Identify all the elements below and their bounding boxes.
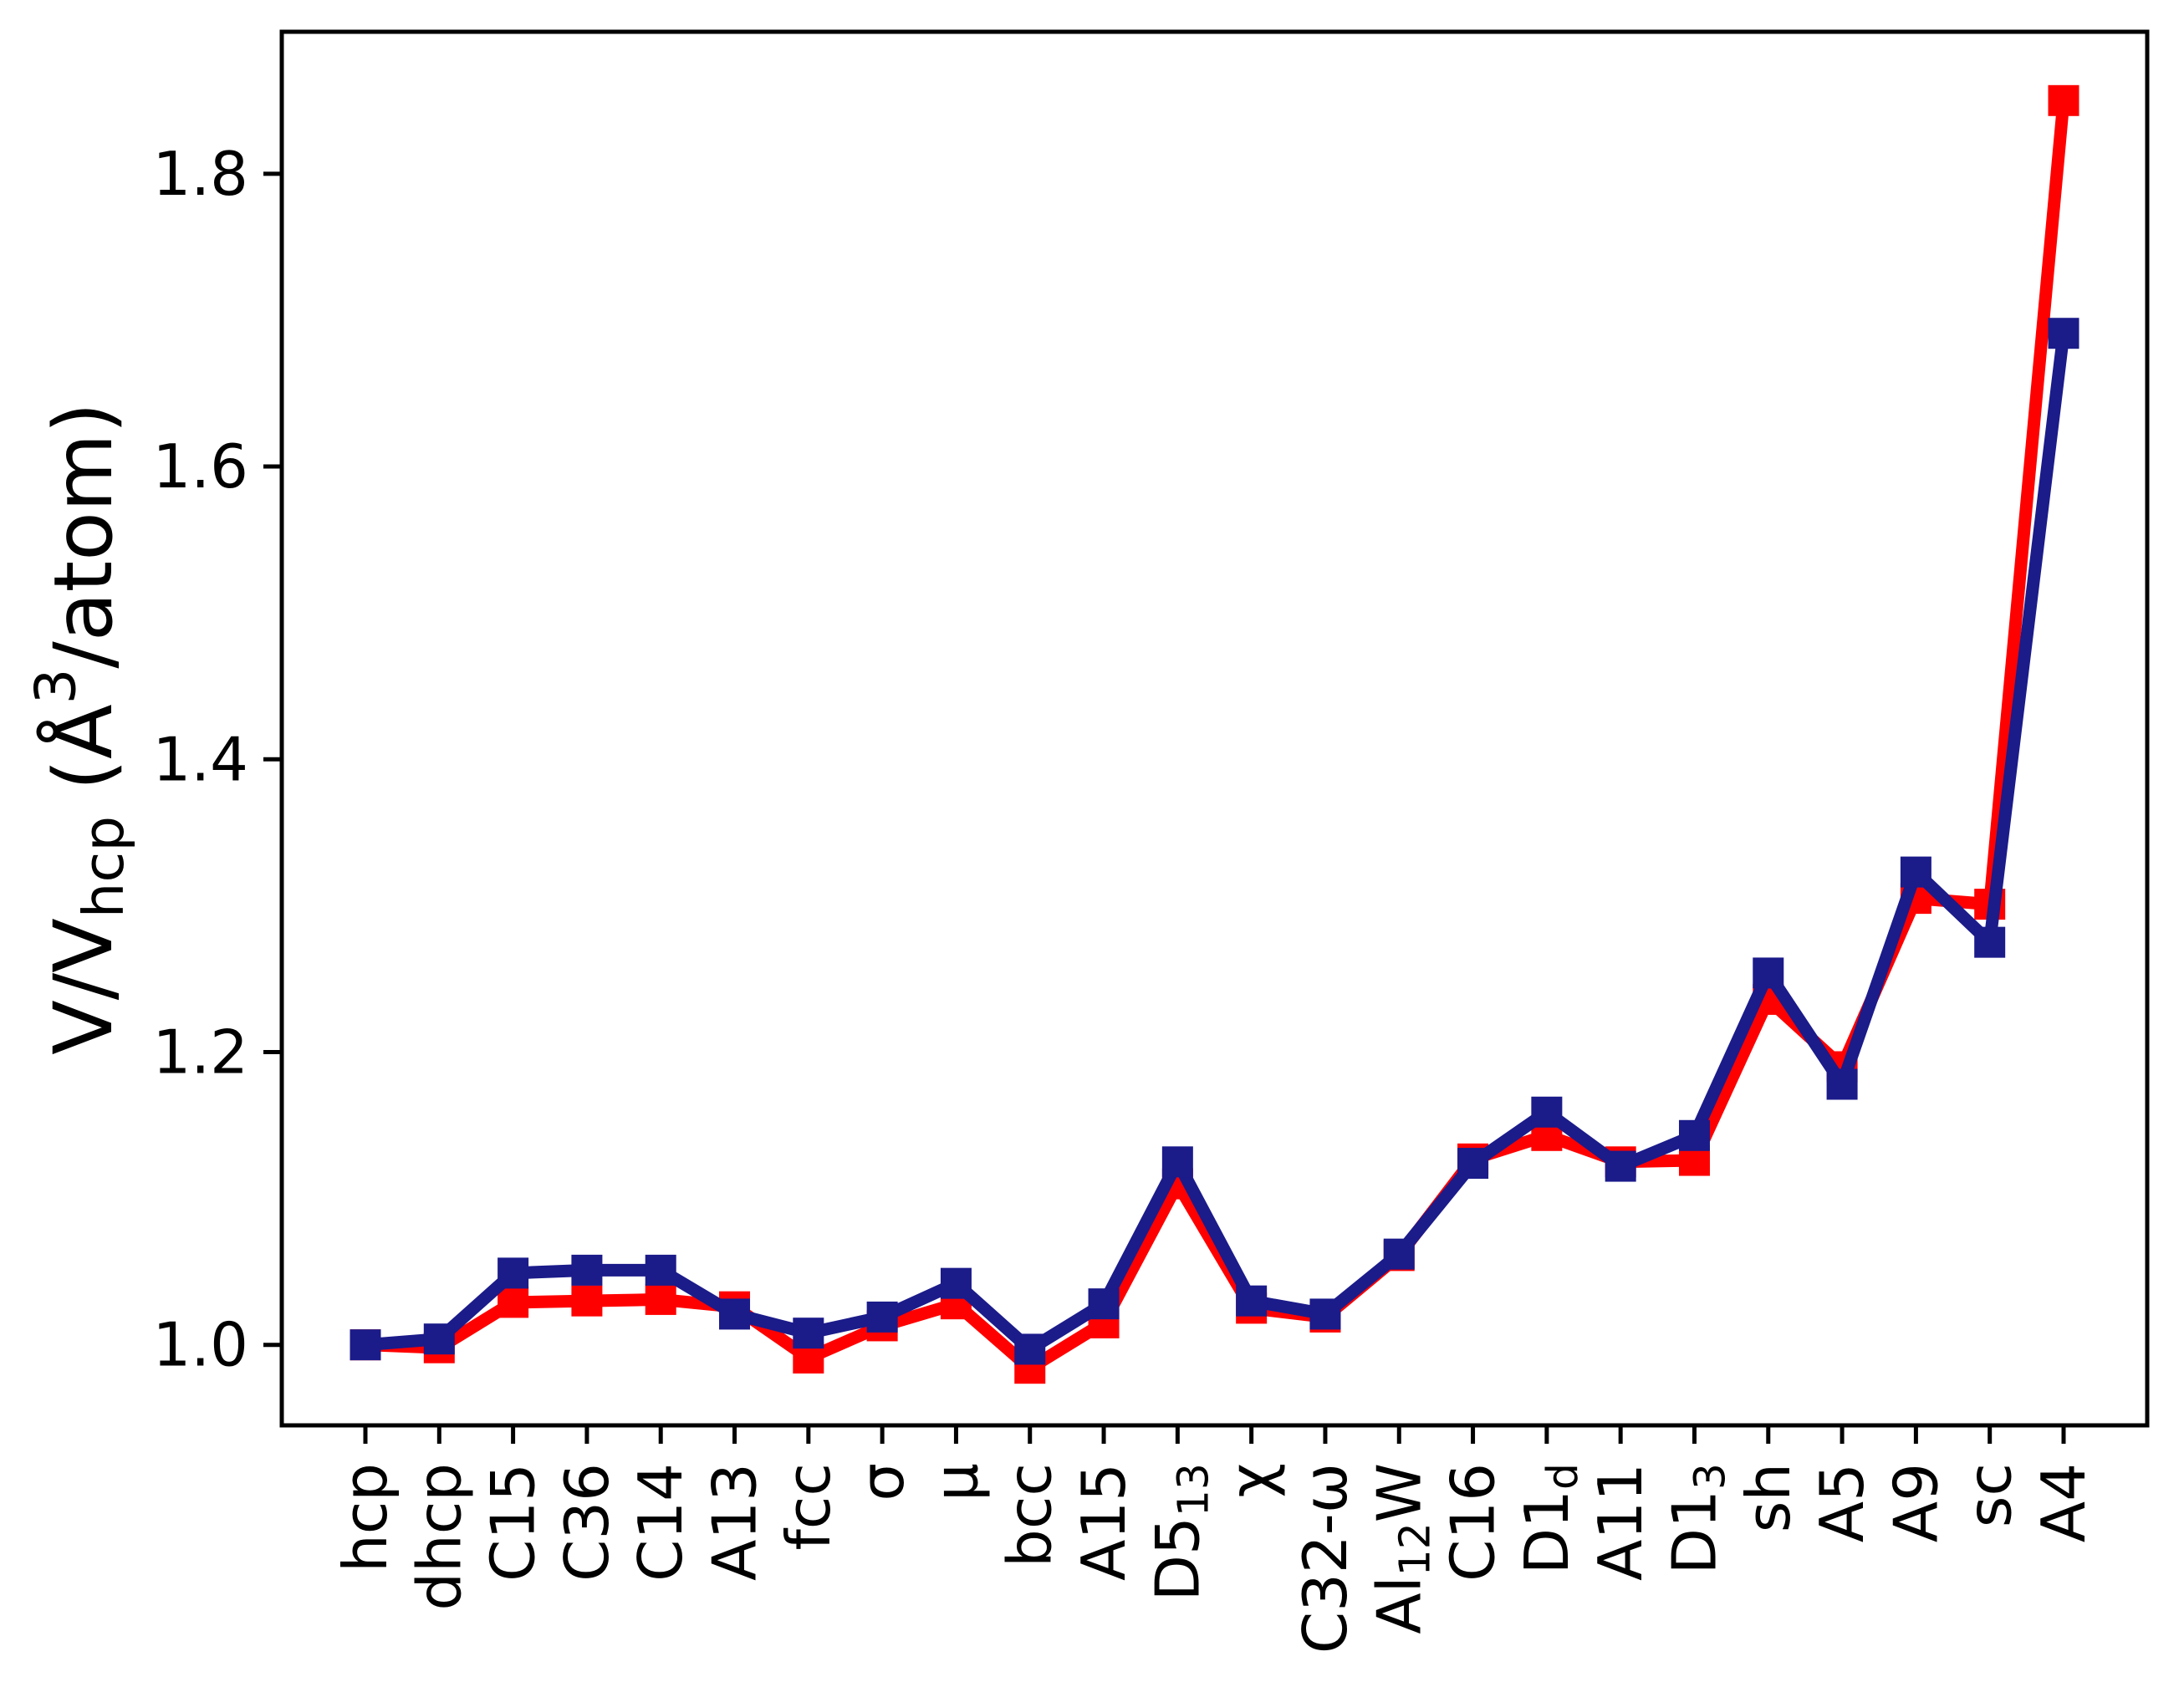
navy-series-marker xyxy=(1309,1298,1341,1330)
navy-series-marker xyxy=(793,1318,824,1349)
y-axis-label: V/Vhcp (Å3/atom) xyxy=(23,402,136,1055)
x-axis-tick-label: A13 xyxy=(700,1463,770,1581)
x-axis-tick-label: A11 xyxy=(1585,1463,1656,1581)
plot-border xyxy=(279,29,2150,1428)
navy-series-marker xyxy=(1974,926,2006,958)
navy-series-marker xyxy=(1014,1333,1046,1365)
navy-series-marker xyxy=(1383,1238,1415,1270)
x-axis-tick-label: sh xyxy=(1733,1463,1804,1532)
navy-series-marker xyxy=(498,1257,529,1289)
x-axis-tick-label: bcc xyxy=(995,1463,1065,1567)
navy-series-marker xyxy=(1753,957,1784,989)
navy-series-marker xyxy=(645,1254,676,1286)
x-axis-tick-label: C36 xyxy=(552,1463,622,1582)
x-axis-tick-label: hcp xyxy=(330,1463,401,1572)
x-axis-tick-label: χ xyxy=(1217,1463,1287,1498)
red-series-marker xyxy=(2048,84,2079,116)
x-axis-tick-label: C14 xyxy=(625,1463,696,1582)
navy-series-marker xyxy=(423,1323,455,1355)
navy-series-marker xyxy=(1457,1148,1489,1180)
x-axis-tick-label: D1d xyxy=(1512,1463,1587,1574)
y-axis-tick-label: 1.4 xyxy=(152,724,248,794)
y-axis-tick-label: 1.6 xyxy=(152,431,248,502)
x-axis-tick-label: fcc xyxy=(773,1463,844,1551)
navy-series-marker xyxy=(1531,1096,1563,1128)
navy-series-marker xyxy=(1900,856,1931,888)
navy-series-marker xyxy=(1826,1068,1858,1100)
navy-series xyxy=(350,318,2079,1365)
x-axis-tick-label: A15 xyxy=(1069,1463,1139,1581)
x-axis-tick-label: σ xyxy=(847,1463,917,1501)
navy-series-marker xyxy=(350,1329,381,1361)
x-axis-tick-label: C16 xyxy=(1438,1463,1508,1582)
x-axis-tick-label: A9 xyxy=(1880,1463,1951,1542)
x-axis-tick-label: D513 xyxy=(1142,1463,1217,1601)
navy-series-marker xyxy=(571,1254,603,1286)
x-axis-tick-label: C32-ω xyxy=(1290,1463,1360,1654)
y-axis-tick-label: 1.0 xyxy=(152,1310,248,1380)
navy-series-marker xyxy=(1161,1146,1193,1178)
red-series-line xyxy=(365,99,2070,1375)
navy-series-marker xyxy=(1678,1119,1710,1151)
navy-series-marker xyxy=(866,1301,898,1333)
x-axis-tick-label: C15 xyxy=(478,1463,549,1582)
x-axis-tick-label: A4 xyxy=(2028,1463,2099,1542)
red-series-marker xyxy=(498,1287,529,1318)
navy-series-line xyxy=(365,332,2070,1356)
navy-series-marker xyxy=(940,1267,972,1299)
navy-series-marker xyxy=(1088,1288,1120,1320)
y-axis-tick-label: 1.8 xyxy=(152,139,248,209)
red-series xyxy=(350,84,2079,1384)
x-axis-tick-label: sc xyxy=(1955,1463,2025,1527)
x-axis-tick-label: Al12W xyxy=(1364,1463,1439,1634)
x-axis-tick-label: A5 xyxy=(1807,1463,1877,1542)
navy-series-marker xyxy=(1605,1150,1636,1182)
y-axis-tick-label: 1.2 xyxy=(152,1017,248,1087)
red-series-marker xyxy=(571,1285,603,1317)
red-series-marker xyxy=(645,1283,676,1315)
x-axis-tick-label: μ xyxy=(921,1463,991,1501)
navy-series-marker xyxy=(2048,318,2079,349)
y-axis: 1.0 1.2 1.4 1.6 1.8 V/Vhcp (Å3/atom) xyxy=(23,139,282,1380)
navy-series-marker xyxy=(719,1298,751,1330)
x-axis-tick-label: dhcp xyxy=(404,1463,474,1611)
navy-series-marker xyxy=(1236,1285,1268,1317)
x-axis-tick-label: D13 xyxy=(1659,1463,1734,1574)
